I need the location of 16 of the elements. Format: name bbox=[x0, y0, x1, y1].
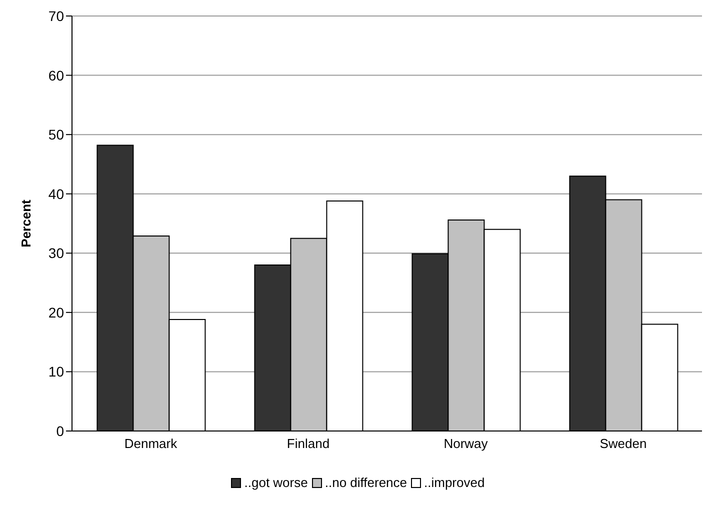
y-axis-title: Percent bbox=[18, 198, 34, 248]
y-tick-label: 60 bbox=[48, 67, 64, 84]
x-tick-label: Norway bbox=[444, 436, 488, 452]
x-tick-label: Finland bbox=[286, 436, 330, 452]
x-tick-label: Denmark bbox=[124, 436, 178, 452]
y-tick-label: 30 bbox=[48, 245, 64, 262]
y-tick-label: 50 bbox=[48, 126, 64, 143]
legend-label: ..no difference bbox=[324, 475, 408, 490]
y-tick-label: 40 bbox=[48, 186, 64, 202]
y-tick-label: 10 bbox=[48, 364, 64, 380]
y-tick-label: 0 bbox=[56, 422, 64, 439]
y-tick-label: 70 bbox=[48, 8, 64, 24]
y-tick-label: 20 bbox=[48, 304, 64, 320]
legend-label: ..got worse bbox=[243, 475, 308, 490]
legend-label: ..improved bbox=[423, 475, 485, 490]
x-tick-label: Sweden bbox=[600, 436, 647, 452]
